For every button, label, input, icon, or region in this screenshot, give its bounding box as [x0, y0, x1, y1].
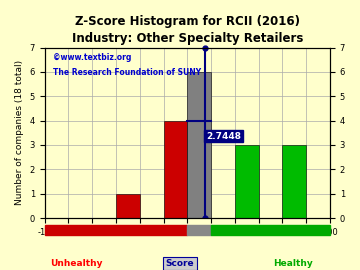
Bar	[211, 225, 330, 235]
Bar	[282, 145, 306, 218]
Bar	[187, 72, 211, 218]
Title: Z-Score Histogram for RCII (2016)
Industry: Other Specialty Retailers: Z-Score Histogram for RCII (2016) Indust…	[72, 15, 303, 45]
Text: The Research Foundation of SUNY: The Research Foundation of SUNY	[53, 68, 201, 77]
Y-axis label: Number of companies (18 total): Number of companies (18 total)	[15, 60, 24, 205]
Bar	[116, 194, 140, 218]
Text: Unhealthy: Unhealthy	[50, 259, 103, 268]
Text: Healthy: Healthy	[274, 259, 313, 268]
Bar	[235, 145, 258, 218]
Text: Score: Score	[166, 259, 194, 268]
Text: 2.7448: 2.7448	[206, 131, 241, 141]
Bar	[187, 225, 211, 235]
Bar	[45, 225, 187, 235]
Text: ©www.textbiz.org: ©www.textbiz.org	[53, 53, 132, 62]
Bar	[163, 121, 187, 218]
